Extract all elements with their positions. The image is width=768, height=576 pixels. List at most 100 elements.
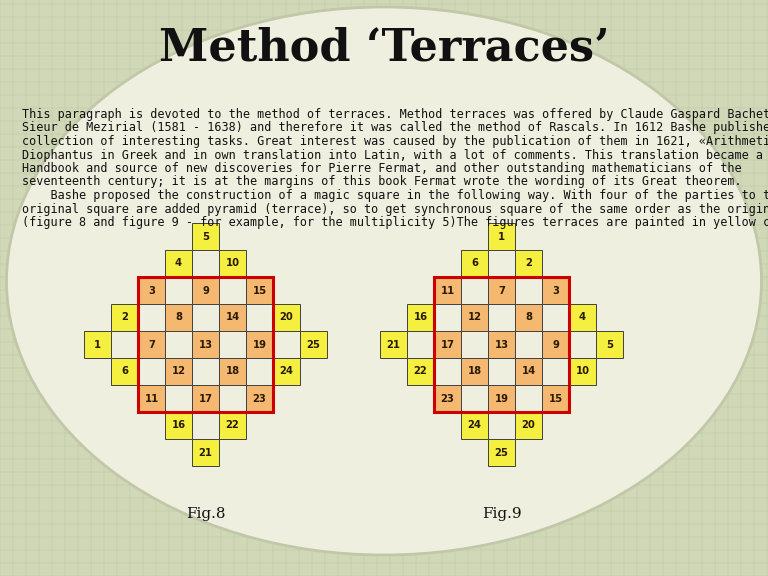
Text: 7: 7	[148, 339, 155, 350]
Ellipse shape	[6, 7, 762, 555]
Text: 5: 5	[606, 339, 613, 350]
Bar	[488, 277, 515, 304]
Bar	[488, 439, 515, 466]
Text: 17: 17	[441, 339, 455, 350]
Bar	[434, 277, 569, 412]
Text: seventeenth century; it is at the margins of this book Fermat wrote the wording : seventeenth century; it is at the margin…	[22, 176, 742, 188]
Bar	[407, 358, 434, 385]
Text: 16: 16	[413, 313, 428, 323]
Text: 9: 9	[552, 339, 559, 350]
Text: 24: 24	[468, 420, 482, 430]
Bar	[111, 358, 138, 385]
Text: 22: 22	[226, 420, 240, 430]
Text: (figure 8 and figure 9 - for example, for the multiplicity 5)The figures terrace: (figure 8 and figure 9 - for example, fo…	[22, 216, 768, 229]
Bar	[569, 358, 596, 385]
Bar	[165, 304, 192, 331]
Bar	[219, 412, 246, 439]
Bar	[165, 358, 192, 385]
Text: 21: 21	[198, 448, 213, 457]
Bar	[461, 250, 488, 277]
Bar	[246, 277, 273, 304]
Text: 15: 15	[253, 286, 266, 295]
Text: 11: 11	[440, 286, 455, 295]
Text: 25: 25	[306, 339, 320, 350]
Text: 3: 3	[148, 286, 155, 295]
Text: 6: 6	[471, 259, 478, 268]
Text: collection of interesting tasks. Great interest was caused by the publication of: collection of interesting tasks. Great i…	[22, 135, 768, 148]
Text: 1: 1	[498, 232, 505, 241]
Bar	[488, 331, 515, 358]
Bar	[542, 385, 569, 412]
Text: 21: 21	[386, 339, 400, 350]
Bar	[434, 331, 461, 358]
Text: 23: 23	[441, 393, 455, 404]
Text: 20: 20	[280, 313, 293, 323]
Bar	[111, 304, 138, 331]
Text: 18: 18	[226, 366, 240, 377]
Bar	[138, 277, 273, 412]
Text: Sieur de Mezirial (1581 - 1638) and therefore it was called the method of Rascal: Sieur de Mezirial (1581 - 1638) and ther…	[22, 122, 768, 135]
Text: 20: 20	[521, 420, 535, 430]
Bar	[273, 304, 300, 331]
Bar	[515, 358, 542, 385]
Text: 6: 6	[121, 366, 128, 377]
Text: Fig.8: Fig.8	[186, 507, 225, 521]
Bar	[461, 304, 488, 331]
Text: 10: 10	[226, 259, 240, 268]
Text: 3: 3	[552, 286, 559, 295]
Bar	[515, 250, 542, 277]
Text: 2: 2	[525, 259, 532, 268]
Bar	[84, 331, 111, 358]
Text: 8: 8	[525, 313, 532, 323]
Text: 13: 13	[495, 339, 508, 350]
Bar	[192, 223, 219, 250]
Text: 10: 10	[575, 366, 590, 377]
Text: 19: 19	[495, 393, 508, 404]
Bar	[542, 277, 569, 304]
Text: 23: 23	[253, 393, 266, 404]
Bar	[219, 358, 246, 385]
Bar	[380, 331, 407, 358]
Bar	[434, 385, 461, 412]
Bar	[165, 412, 192, 439]
Bar	[165, 250, 192, 277]
Text: 14: 14	[225, 313, 240, 323]
Text: Bashe proposed the construction of a magic square in the following way. With fou: Bashe proposed the construction of a mag…	[22, 189, 768, 202]
Text: 12: 12	[468, 313, 482, 323]
Bar	[246, 385, 273, 412]
Text: This paragraph is devoted to the method of terraces. Method terraces was offered: This paragraph is devoted to the method …	[22, 108, 768, 121]
Bar	[192, 439, 219, 466]
Bar	[488, 385, 515, 412]
Text: 8: 8	[175, 313, 182, 323]
Bar	[219, 304, 246, 331]
Bar	[219, 250, 246, 277]
Text: 22: 22	[414, 366, 427, 377]
Text: 19: 19	[253, 339, 266, 350]
Text: 13: 13	[198, 339, 213, 350]
Text: Fig.9: Fig.9	[482, 507, 521, 521]
Bar	[461, 412, 488, 439]
Text: 4: 4	[579, 313, 586, 323]
Text: 15: 15	[548, 393, 563, 404]
Bar	[138, 331, 165, 358]
Bar	[515, 412, 542, 439]
Text: 9: 9	[202, 286, 209, 295]
Text: 4: 4	[175, 259, 182, 268]
Bar	[192, 385, 219, 412]
Text: Method ‘Terraces’: Method ‘Terraces’	[159, 26, 609, 70]
Bar	[246, 331, 273, 358]
Bar	[192, 331, 219, 358]
Text: Handbook and source of new discoveries for Pierre Fermat, and other outstanding : Handbook and source of new discoveries f…	[22, 162, 742, 175]
Bar	[300, 331, 327, 358]
Text: Diophantus in Greek and in own translation into Latin, with a lot of comments. T: Diophantus in Greek and in own translati…	[22, 149, 763, 161]
Text: 25: 25	[495, 448, 508, 457]
Text: 17: 17	[198, 393, 213, 404]
Bar	[192, 277, 219, 304]
Text: 1: 1	[94, 339, 101, 350]
Text: 18: 18	[468, 366, 482, 377]
Text: 16: 16	[171, 420, 186, 430]
Bar	[138, 385, 165, 412]
Bar	[273, 358, 300, 385]
Text: 14: 14	[521, 366, 535, 377]
Text: 24: 24	[280, 366, 293, 377]
